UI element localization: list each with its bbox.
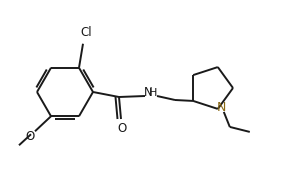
Text: O: O <box>117 122 127 136</box>
Text: Cl: Cl <box>80 26 92 39</box>
Text: N: N <box>217 101 227 114</box>
Text: O: O <box>25 130 35 143</box>
Text: N: N <box>144 87 152 99</box>
Text: H: H <box>149 88 157 98</box>
